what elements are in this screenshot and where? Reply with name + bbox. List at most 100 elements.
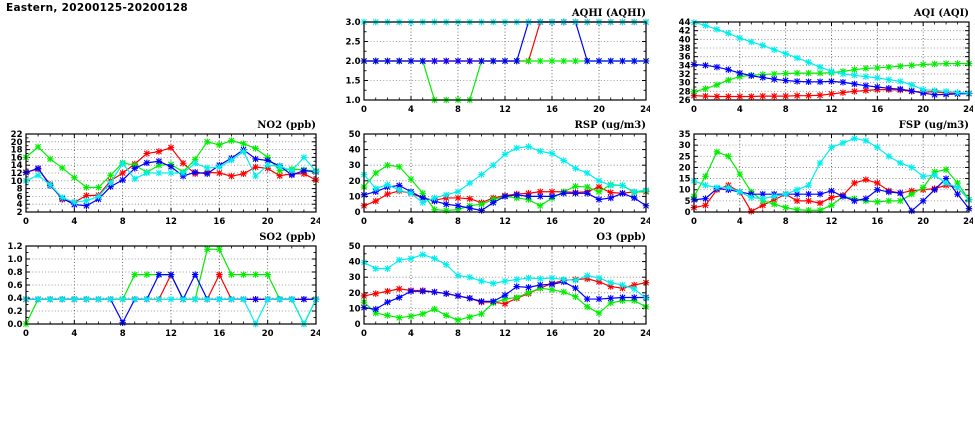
y-axis-tick-label: 10 [349, 304, 361, 314]
y-axis-tick-label: 35 [679, 130, 691, 140]
data-point [501, 277, 509, 285]
data-point [851, 197, 858, 205]
data-point [216, 163, 223, 171]
data-point [228, 271, 235, 278]
data-point [466, 313, 473, 321]
data-point [572, 277, 579, 284]
data-point [431, 194, 438, 202]
x-axis-tick-label: 4 [71, 217, 77, 227]
data-point [525, 193, 532, 200]
data-point [228, 172, 235, 180]
data-point [702, 85, 709, 92]
data-point [725, 76, 732, 84]
data-point [748, 38, 755, 46]
data-point [548, 280, 556, 288]
data-point [419, 310, 426, 318]
y-axis-tick-label: 40 [679, 35, 691, 45]
data-point [466, 204, 473, 212]
data-point [396, 314, 403, 322]
data-point [702, 173, 709, 180]
data-point [478, 57, 485, 65]
data-point [631, 57, 638, 65]
data-point [805, 182, 812, 189]
data-point [839, 70, 847, 78]
data-point [885, 197, 893, 205]
series-day4-no2 [22, 148, 320, 206]
chart-title-aqi: AQI (AQI) [913, 8, 969, 19]
data-point [95, 184, 102, 191]
data-point [191, 156, 199, 163]
data-point [478, 200, 485, 208]
data-point [548, 150, 556, 157]
data-point [759, 190, 766, 198]
chart-panel-so2: 0.0 0.2 0.4 0.6 0.8 1.0 1.2 0 4 8 12 16 20 24 SO2 (pp… [0, 232, 320, 344]
data-point [782, 77, 789, 84]
data-point [443, 200, 450, 208]
data-point [155, 169, 163, 177]
data-point [805, 197, 812, 205]
x-axis-tick-label: 0 [23, 217, 29, 227]
data-point [466, 179, 473, 187]
data-point [252, 296, 259, 303]
x-axis-tick-label: 8 [783, 217, 789, 227]
data-point [619, 182, 626, 189]
data-point [816, 159, 824, 167]
data-point [584, 57, 591, 65]
data-point [782, 50, 789, 57]
data-point [478, 207, 485, 214]
data-point [607, 299, 614, 307]
data-point [782, 70, 789, 77]
data-point [908, 87, 915, 95]
data-point [216, 246, 223, 253]
data-point [560, 190, 567, 197]
x-axis-tick-label: 12 [165, 217, 177, 227]
x-axis-tick-label: 24 [310, 329, 320, 339]
data-point [300, 154, 308, 161]
data-point [490, 199, 497, 206]
data-point [372, 185, 379, 192]
data-point [216, 271, 223, 278]
data-point [702, 202, 709, 209]
data-point [713, 184, 721, 191]
data-point [240, 271, 247, 278]
data-point [537, 202, 544, 210]
data-point [83, 202, 90, 210]
data-point [851, 179, 858, 187]
data-point [384, 181, 391, 188]
data-point [396, 294, 403, 301]
data-point [71, 174, 78, 181]
data-point [548, 274, 556, 282]
data-point [443, 290, 450, 297]
data-point [805, 206, 812, 214]
data-point [431, 305, 438, 313]
x-axis-tick-label: 12 [165, 329, 177, 339]
data-point [252, 155, 259, 163]
data-point [216, 296, 223, 303]
data-point [513, 191, 520, 199]
y-axis-tick-label: 0 [685, 208, 691, 218]
y-axis-tick-label: 2.5 [345, 38, 360, 48]
data-point [396, 256, 403, 264]
y-axis-tick-label: 20 [679, 163, 691, 173]
data-point [119, 169, 126, 177]
y-axis-tick-label: 1.0 [7, 255, 22, 265]
data-point [885, 188, 893, 196]
data-point [71, 199, 78, 206]
x-axis-tick-label: 16 [871, 105, 883, 115]
data-point [264, 161, 271, 169]
chart-panel-o3: 0 10 20 30 40 50 0 4 8 12 16 20 24 O3 (ppb) [330, 232, 650, 344]
data-point [770, 46, 778, 53]
data-point [572, 284, 579, 292]
y-axis-tick-label: 2.0 [345, 57, 360, 67]
data-point [748, 208, 755, 215]
data-point [107, 183, 114, 190]
x-axis-tick-label: 12 [499, 217, 511, 227]
data-point [443, 261, 450, 268]
data-point [584, 272, 591, 279]
data-point [191, 160, 199, 167]
data-point [828, 202, 835, 209]
data-point [793, 206, 801, 214]
data-point [631, 294, 638, 301]
data-point [874, 144, 881, 151]
data-point [897, 159, 904, 167]
